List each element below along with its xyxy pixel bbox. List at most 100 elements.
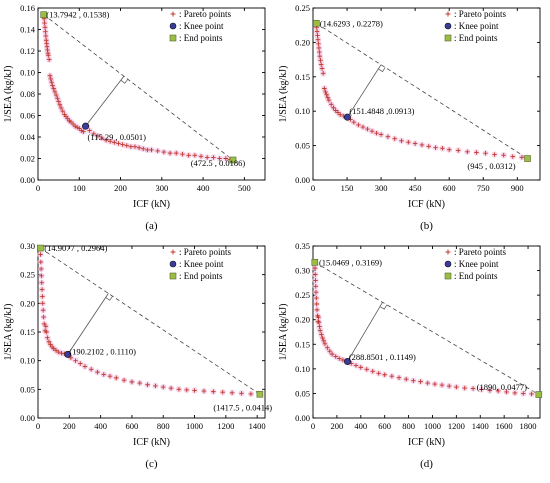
pareto-point bbox=[136, 145, 142, 150]
pareto-point bbox=[87, 128, 92, 133]
knee-perpendicular-line bbox=[67, 293, 109, 355]
pareto-point bbox=[192, 388, 197, 393]
knee-point-marker bbox=[64, 350, 72, 358]
pareto-point bbox=[128, 144, 134, 149]
end-point-marker bbox=[40, 11, 47, 18]
y-tick-label: 0.25 bbox=[20, 270, 35, 280]
pareto-point bbox=[412, 141, 418, 146]
knee-point-marker bbox=[343, 113, 351, 121]
panel-caption: (a) bbox=[145, 220, 158, 232]
pareto-point bbox=[492, 152, 497, 157]
pareto-point bbox=[129, 379, 135, 385]
pareto-point bbox=[389, 374, 395, 379]
pareto-point bbox=[73, 358, 78, 363]
pareto-point bbox=[38, 259, 44, 265]
y-tick-label: 0.30 bbox=[295, 266, 310, 276]
pareto-point bbox=[316, 319, 322, 325]
x-tick-label: 400 bbox=[197, 183, 210, 193]
pareto-point bbox=[68, 355, 74, 360]
pareto-point bbox=[229, 390, 235, 395]
pareto-point bbox=[41, 314, 46, 320]
pareto-series bbox=[313, 20, 531, 162]
point-annotation: (945 , 0.0312) bbox=[467, 161, 515, 171]
x-tick-label: 600 bbox=[126, 421, 139, 431]
x-tick-label: 150 bbox=[341, 183, 354, 193]
knee-perpendicular-line bbox=[85, 75, 125, 127]
x-tick-label: 750 bbox=[477, 183, 490, 193]
y-tick-label: 0.10 bbox=[295, 106, 310, 116]
pareto-point bbox=[454, 384, 459, 390]
pareto-point bbox=[316, 41, 321, 46]
x-tick-label: 400 bbox=[94, 421, 107, 431]
pareto-point bbox=[112, 140, 117, 145]
pareto-point bbox=[38, 266, 44, 272]
pareto-point bbox=[512, 390, 518, 396]
y-tick-label: 0.35 bbox=[295, 241, 310, 251]
y-tick-label: 0.10 bbox=[295, 364, 310, 374]
pareto-point bbox=[95, 369, 100, 375]
pareto-point bbox=[205, 155, 210, 160]
legend-label: : Knee point bbox=[454, 21, 499, 31]
pareto-point bbox=[44, 329, 49, 335]
pareto-point bbox=[77, 126, 82, 131]
pareto-point bbox=[328, 102, 334, 107]
legend-label: : Pareto points bbox=[454, 9, 506, 19]
pareto-point bbox=[510, 154, 515, 159]
x-tick-label: 200 bbox=[114, 183, 127, 193]
pareto-point bbox=[319, 332, 324, 337]
pareto-point bbox=[51, 86, 56, 91]
pareto-point bbox=[46, 57, 52, 62]
pareto-point bbox=[376, 371, 381, 376]
pareto-point bbox=[333, 354, 338, 359]
pareto-point bbox=[239, 391, 244, 396]
pareto-point bbox=[40, 301, 45, 306]
y-tick-label: 0.12 bbox=[20, 46, 35, 56]
point-annotation: (14.6293 , 0.2278) bbox=[320, 18, 383, 28]
x-tick-label: 0 bbox=[36, 183, 40, 193]
pareto-point bbox=[120, 142, 125, 147]
pareto-point bbox=[43, 29, 48, 34]
pareto-point bbox=[327, 348, 332, 354]
pareto-point bbox=[325, 345, 330, 350]
y-tick-label: 0.10 bbox=[20, 356, 35, 366]
x-tick-label: 1800 bbox=[520, 421, 537, 431]
knee-perpendicular-line bbox=[347, 64, 382, 118]
pareto-point bbox=[433, 145, 438, 150]
pareto-point bbox=[70, 121, 76, 127]
pareto-point bbox=[168, 385, 174, 391]
y-tick-label: 0.16 bbox=[20, 3, 35, 13]
right-angle-marker bbox=[379, 304, 388, 310]
y-tick-label: 0.02 bbox=[20, 154, 35, 164]
chart-svg: 0 100 200 300 400 500 0.00 0.02 0.04 0.06 0.08 0.10… bbox=[3, 3, 266, 232]
chart-panel-d: 0 200 400 600 800 1000 1200 1400 1600 1800 0.00 0.0… bbox=[275, 238, 550, 476]
y-tick-label: 0.00 bbox=[295, 413, 310, 423]
pareto-point bbox=[39, 280, 44, 285]
pareto-point bbox=[474, 150, 479, 155]
pareto-point bbox=[53, 348, 59, 353]
pareto-point bbox=[43, 324, 49, 329]
end-point-marker bbox=[37, 244, 44, 252]
axes bbox=[37, 7, 266, 181]
point-annotation: (1890, 0.0477) bbox=[477, 382, 527, 392]
pareto-point bbox=[313, 289, 319, 295]
pareto-point bbox=[521, 391, 526, 396]
end-point-marker bbox=[313, 19, 320, 27]
x-axis-title: ICF (kN) bbox=[408, 437, 445, 448]
legend-end-marker bbox=[444, 272, 452, 280]
pareto-point bbox=[315, 37, 321, 42]
y-tick-label: 0.20 bbox=[20, 298, 35, 308]
pareto-point bbox=[81, 129, 86, 134]
x-tick-label: 200 bbox=[63, 421, 76, 431]
pareto-point bbox=[91, 131, 96, 136]
pareto-point bbox=[337, 356, 342, 361]
pareto-point bbox=[46, 53, 51, 58]
pareto-point bbox=[155, 148, 160, 154]
pareto-point bbox=[186, 153, 191, 158]
x-tick-label: 600 bbox=[378, 421, 391, 431]
knee-perpendicular-line bbox=[347, 302, 383, 362]
pareto-point bbox=[38, 252, 43, 257]
x-axis-title: ICF (kN) bbox=[133, 437, 170, 448]
panel-caption: (c) bbox=[145, 458, 158, 470]
pareto-point bbox=[42, 25, 48, 30]
y-tick-label: 0.06 bbox=[20, 111, 35, 121]
